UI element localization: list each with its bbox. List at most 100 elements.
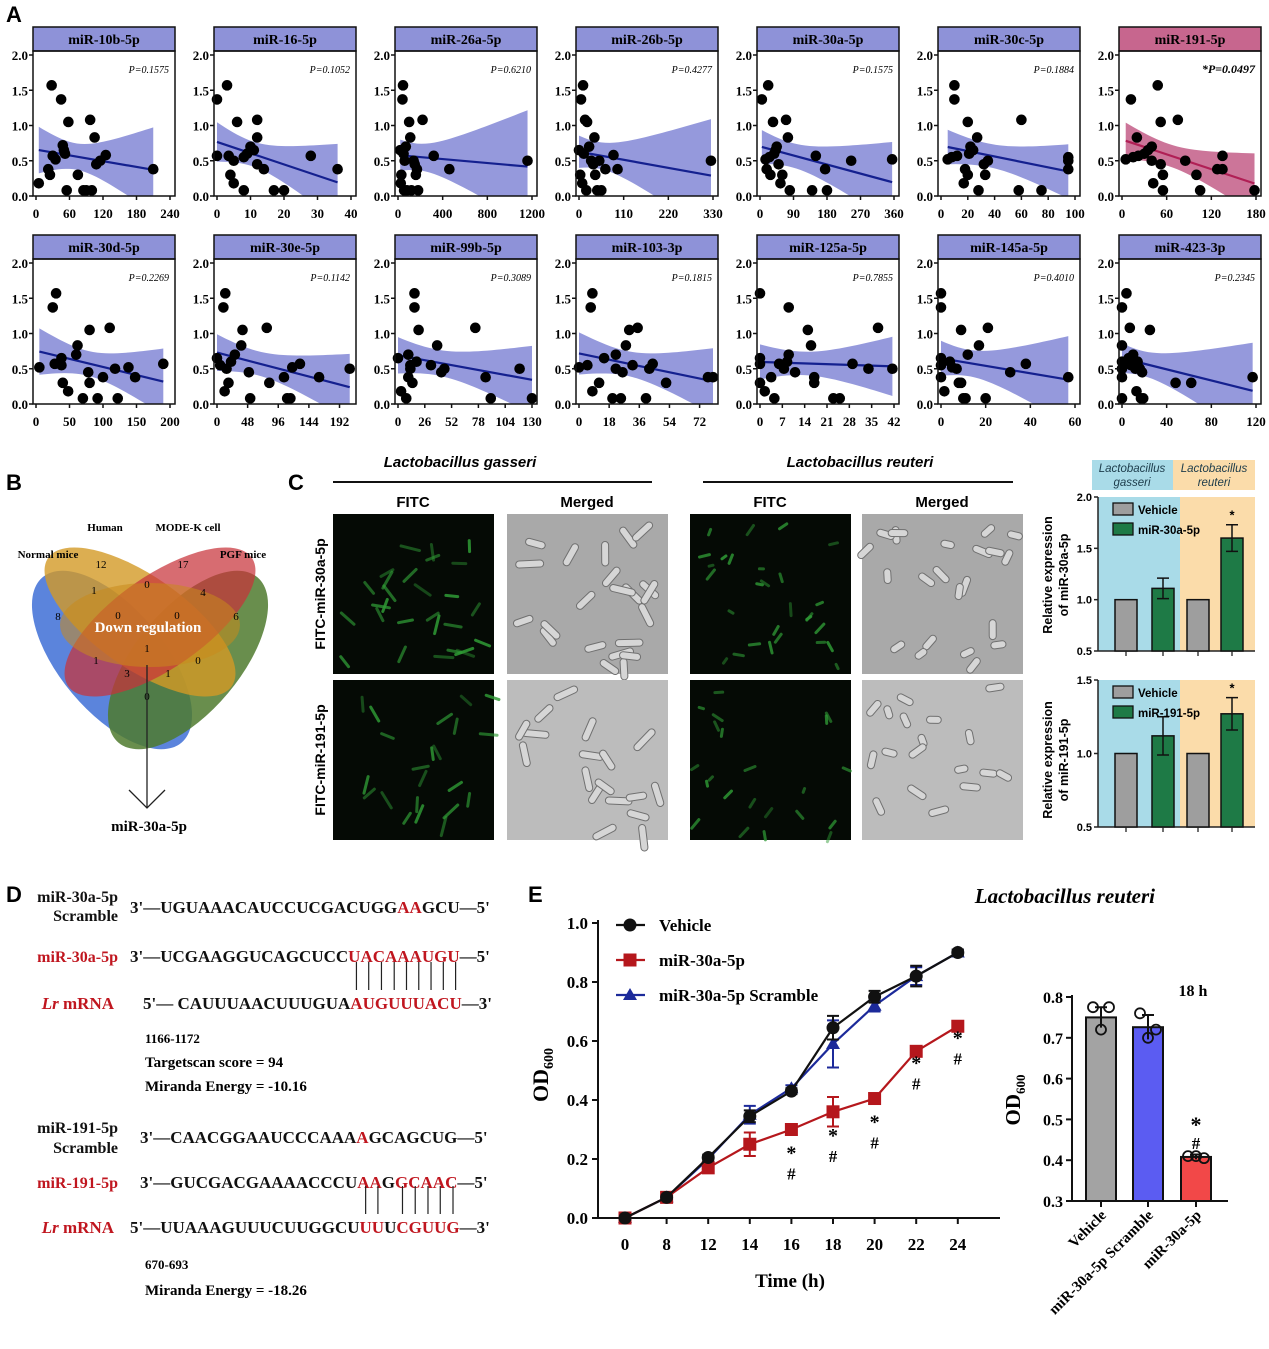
x-tick-label: 180 xyxy=(1246,206,1266,221)
data-point xyxy=(1146,155,1158,167)
scatter-plot-miR-26b-5p: miR-26b-5p 0.0 0.5 1.0 1.5 2.0 0 110 220 330 P=0.4… xyxy=(555,26,723,221)
x-tick-label: 0 xyxy=(757,414,764,429)
plot-header xyxy=(32,234,176,260)
data-point xyxy=(413,324,424,336)
data-point xyxy=(97,371,109,383)
y-tick-label: 0.0 xyxy=(1098,397,1114,412)
mrna-text: mRNA xyxy=(59,1218,115,1237)
data-point xyxy=(248,144,260,156)
significance-hash: # xyxy=(787,1165,796,1184)
x-tick-label: 0 xyxy=(576,414,583,429)
sequence-segment: GCAGCUG—5' xyxy=(369,1128,488,1147)
x-tick-label: 28 xyxy=(843,414,857,429)
sequence-label: Scramble xyxy=(53,1140,118,1157)
legend-marker xyxy=(623,918,637,932)
data-point xyxy=(112,393,124,404)
plot-title: miR-10b-5p xyxy=(68,33,140,48)
sequence-label: miR-191-5p xyxy=(37,1120,118,1137)
x-tick-label: 120 xyxy=(93,206,113,221)
x-tick-label: 0 xyxy=(33,414,40,429)
x-tick-label: 14 xyxy=(741,1235,759,1254)
y-tick-label: 0.3 xyxy=(1043,1194,1063,1211)
y-tick-label: 0.4 xyxy=(567,1091,589,1110)
data-point xyxy=(1016,114,1027,126)
data-point xyxy=(980,393,991,404)
y-tick-label: 0.5 xyxy=(917,362,934,377)
plot-title: miR-30d-5p xyxy=(68,241,140,256)
data-point xyxy=(949,80,960,91)
significance-star: * xyxy=(911,1052,921,1074)
legend-swatch xyxy=(1112,685,1134,699)
y-axis-label-line: of miR-191-5p xyxy=(1057,718,1071,801)
data-point xyxy=(587,288,598,299)
bar-miR-191-5p xyxy=(1220,713,1244,828)
data-point xyxy=(46,80,57,91)
expression-bar-charts: Lactobacillus gasseri Lactobacillus reuteri… xyxy=(1041,460,1255,834)
data-point xyxy=(743,1109,757,1123)
x-tick-label: 400 xyxy=(433,206,453,221)
p-value: *P=0.0497 xyxy=(1202,62,1256,76)
x-tick-label: 330 xyxy=(703,206,723,221)
plot-frame xyxy=(394,258,538,405)
mrna-label: Lr mRNA xyxy=(41,1218,115,1237)
y-tick-label: 0.5 xyxy=(555,154,572,169)
y-tick-label: 2.0 xyxy=(12,48,28,63)
plot-header xyxy=(394,234,538,260)
data-point xyxy=(82,366,94,378)
data-point xyxy=(237,324,248,336)
y-tick-label: 0.5 xyxy=(193,362,210,377)
regression-line xyxy=(1121,357,1253,392)
bar-Vehicle xyxy=(1085,1016,1117,1203)
y-tick-label: 1.5 xyxy=(193,291,210,306)
data-point xyxy=(967,144,979,156)
y-tick-label: 1.0 xyxy=(567,914,588,933)
legend-label: Vehicle xyxy=(659,916,712,935)
data-point xyxy=(594,155,605,167)
x-tick-label: 0 xyxy=(395,414,402,429)
panel-letter: D xyxy=(6,882,22,907)
data-point xyxy=(72,340,83,351)
legend-item: miR-30a-5p Scramble xyxy=(616,986,819,1005)
legend-item: Vehicle xyxy=(616,916,712,935)
x-tick-label: 0 xyxy=(214,414,221,429)
x-tick-label: 0 xyxy=(1119,414,1126,429)
y-tick-label: 1.0 xyxy=(555,327,571,342)
x-tick-label: 0 xyxy=(938,414,945,429)
x-tick-label: 20 xyxy=(961,206,974,221)
data-point xyxy=(581,116,593,128)
data-point xyxy=(235,340,247,351)
data-point xyxy=(1013,185,1025,196)
data-point xyxy=(806,185,818,196)
y-tick-label: 0.5 xyxy=(1098,154,1115,169)
confidence-band xyxy=(1125,122,1255,196)
x-tick-label: 90 xyxy=(787,206,800,221)
y-axis-label-line: Relative expression xyxy=(1041,516,1055,633)
data-point xyxy=(955,324,967,336)
legend-marker xyxy=(623,988,637,1000)
data-point xyxy=(84,114,96,126)
legend-marker xyxy=(623,953,637,967)
plot-frame xyxy=(937,258,1081,405)
sequence-segment: —3' xyxy=(461,994,492,1013)
venn-diagram: Normal mice Human MODE-K cell PGF mice 12 17 1… xyxy=(18,522,269,835)
data-point xyxy=(55,94,67,105)
venn-count: 0 xyxy=(195,655,201,667)
y-tick-label: 2.0 xyxy=(1098,256,1114,271)
data-point xyxy=(251,114,263,126)
data-point xyxy=(612,163,623,175)
data-point xyxy=(759,386,771,397)
microscopy-image xyxy=(333,514,494,674)
data-point xyxy=(1020,358,1032,370)
data-point xyxy=(84,377,95,389)
data-point xyxy=(623,324,635,336)
legend-item: miR-30a-5p xyxy=(616,951,745,970)
legend-swatch xyxy=(1112,705,1134,719)
y-tick-label: 0.6 xyxy=(567,1032,588,1051)
microscopy-image xyxy=(507,680,668,852)
x-tick-label: 110 xyxy=(614,206,633,221)
y-axis-label: OD600 xyxy=(528,1048,557,1102)
data-point xyxy=(973,185,984,196)
data-point xyxy=(228,178,240,189)
p-value: P=0.1142 xyxy=(309,273,350,284)
